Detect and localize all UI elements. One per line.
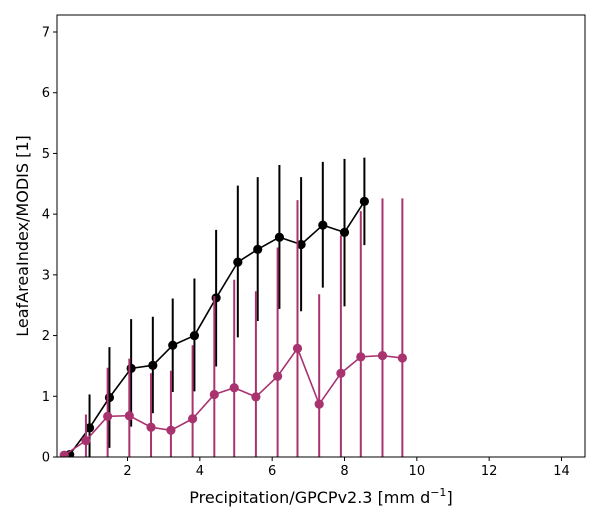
data-point bbox=[233, 257, 243, 267]
data-point bbox=[273, 371, 283, 381]
data-point bbox=[251, 392, 261, 402]
x-tick-label: 4 bbox=[196, 464, 204, 479]
x-tick-label: 10 bbox=[409, 464, 426, 479]
data-point bbox=[253, 244, 263, 254]
y-tick-label: 5 bbox=[42, 147, 50, 162]
data-point bbox=[189, 330, 200, 341]
y-tick-label: 6 bbox=[42, 86, 50, 101]
data-point bbox=[81, 436, 91, 446]
y-axis-label: LeafAreaIndex/MODIS [1] bbox=[13, 135, 32, 337]
y-tick-label: 7 bbox=[42, 26, 50, 41]
data-point bbox=[59, 450, 69, 457]
plot-frame bbox=[56, 14, 586, 458]
data-point bbox=[339, 227, 350, 237]
data-point bbox=[356, 352, 366, 362]
series-2 bbox=[59, 198, 407, 457]
data-point bbox=[146, 422, 156, 432]
data-point bbox=[318, 220, 328, 230]
data-point bbox=[336, 368, 346, 378]
y-tick-label: 4 bbox=[42, 208, 50, 223]
x-tick-label: 2 bbox=[123, 464, 131, 479]
x-tick-label: 8 bbox=[340, 464, 348, 479]
series-1 bbox=[65, 157, 369, 457]
data-point bbox=[229, 383, 239, 393]
y-tick-label: 1 bbox=[42, 390, 50, 405]
data-point bbox=[104, 392, 115, 403]
data-point bbox=[188, 414, 198, 424]
y-tick-label: 0 bbox=[42, 451, 50, 466]
y-tick-label: 2 bbox=[42, 329, 50, 344]
x-tick-label: 12 bbox=[481, 464, 498, 479]
plot-area bbox=[59, 157, 407, 457]
data-point bbox=[397, 353, 407, 363]
data-point bbox=[296, 239, 306, 250]
x-tick-label: 6 bbox=[268, 464, 276, 479]
y-tick-label: 3 bbox=[42, 268, 50, 283]
data-point bbox=[292, 343, 303, 353]
data-point bbox=[359, 196, 369, 206]
x-axis: 2 4 6 8 10 12 14 bbox=[123, 457, 570, 479]
data-point bbox=[126, 363, 136, 373]
data-point bbox=[377, 351, 388, 361]
x-tick-label: 14 bbox=[553, 464, 570, 479]
data-point bbox=[166, 425, 176, 435]
data-point bbox=[148, 360, 158, 370]
data-point bbox=[103, 411, 113, 421]
data-point bbox=[168, 340, 178, 350]
data-point bbox=[124, 411, 134, 421]
y-axis: 0 1 2 3 4 5 6 7 bbox=[42, 26, 57, 466]
data-point bbox=[274, 232, 285, 242]
data-point bbox=[84, 423, 95, 433]
data-point bbox=[211, 293, 221, 303]
data-point bbox=[209, 389, 219, 400]
x-axis-label: Precipitation/GPCPv2.3 [mm d−1] bbox=[189, 486, 452, 507]
data-point bbox=[314, 399, 324, 409]
